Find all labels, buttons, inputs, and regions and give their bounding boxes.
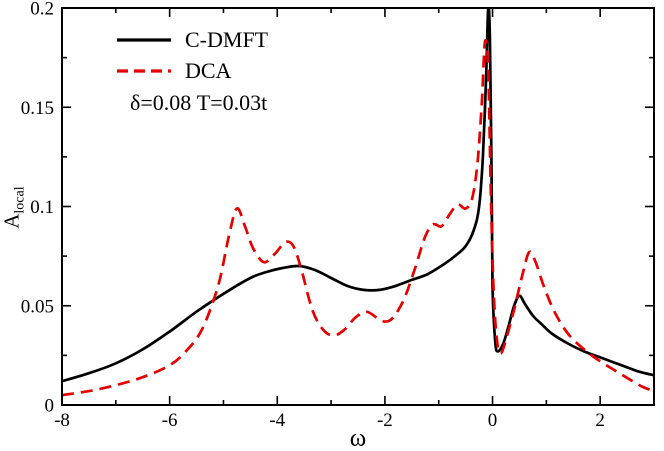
legend-item-cdmft: C-DMFT [116, 24, 268, 55]
y-tick-label: 0.1 [30, 197, 54, 218]
x-tick-label: -6 [162, 410, 178, 431]
x-axis-label: ω [349, 425, 367, 451]
y-tick-label: 0 [45, 396, 55, 417]
dca-curve [62, 39, 654, 397]
y-axis-label-base: A [0, 213, 24, 229]
y-tick-label: 0.15 [21, 98, 54, 119]
parameters-annotation: δ=0.08 T=0.03t [130, 90, 268, 115]
legend-label-cdmft: C-DMFT [185, 26, 269, 52]
x-tick-label: 0 [488, 410, 498, 431]
legend: C-DMFT DCA [116, 24, 268, 86]
legend-item-dca: DCA [116, 55, 268, 86]
y-tick-label: 0.05 [21, 296, 54, 317]
x-tick-label: -2 [377, 410, 393, 431]
y-tick-label: 0.2 [30, 0, 54, 20]
x-tick-label: -8 [54, 410, 70, 431]
legend-label-dca: DCA [185, 57, 232, 83]
x-tick-label: -4 [269, 410, 285, 431]
legend-line-cdmft-icon [117, 37, 171, 42]
cdmft-curve [62, 8, 654, 383]
plot-frame [61, 7, 655, 406]
x-tick-label: 2 [595, 410, 605, 431]
y-axis-label: Alocal [0, 158, 29, 258]
y-axis-label-subscript: local [12, 186, 28, 214]
legend-line-dca-icon [117, 68, 171, 73]
